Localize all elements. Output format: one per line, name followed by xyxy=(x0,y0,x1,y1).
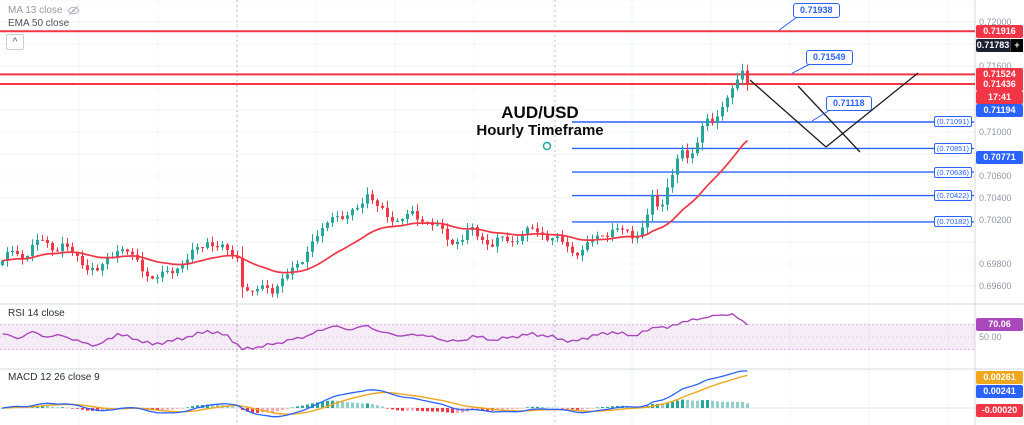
pair-annotation[interactable]: AUD/USD Hourly Timeframe xyxy=(430,103,650,140)
price-callout[interactable]: 0.71549 xyxy=(806,50,853,65)
price-callout[interactable]: 0.71118 xyxy=(826,96,872,111)
collapse-arrow-icon: ^ xyxy=(12,36,18,46)
pair-annotation-symbol: AUD/USD xyxy=(501,103,579,122)
collapse-pane-button[interactable]: ^ xyxy=(6,34,24,50)
trend-line[interactable] xyxy=(749,79,827,148)
level-label[interactable]: (0.70636) xyxy=(933,166,972,178)
legend-ma13[interactable]: MA 13 close xyxy=(8,4,81,17)
legend-rsi[interactable]: RSI 14 close xyxy=(8,308,65,319)
eye-off-icon[interactable] xyxy=(67,4,81,17)
ema-line xyxy=(2,139,749,274)
rsi-label: RSI 14 close xyxy=(8,308,65,319)
macd-label: MACD 12 26 close 9 xyxy=(8,372,100,383)
legend-ema50[interactable]: EMA 50 close xyxy=(8,18,69,29)
level-label[interactable]: (0.70182) xyxy=(933,216,972,228)
rsi-line xyxy=(2,312,748,351)
ema50-label: EMA 50 close xyxy=(8,18,70,29)
add-alert-plus-icon[interactable]: + xyxy=(1010,39,1023,53)
level-label[interactable]: (0.70851) xyxy=(933,142,972,154)
price-callout[interactable]: 0.71938 xyxy=(793,3,840,18)
trend-line[interactable] xyxy=(825,72,919,148)
level-label[interactable]: (0.70422) xyxy=(933,190,972,202)
legend-macd[interactable]: MACD 12 26 close 9 xyxy=(8,372,100,383)
trend-line[interactable] xyxy=(797,85,861,153)
drawing-anchor-circle[interactable] xyxy=(542,141,552,151)
pair-annotation-timeframe: Hourly Timeframe xyxy=(476,122,604,139)
ma13-label: MA 13 close xyxy=(8,5,63,16)
level-label[interactable]: (0.71091) xyxy=(933,116,972,128)
